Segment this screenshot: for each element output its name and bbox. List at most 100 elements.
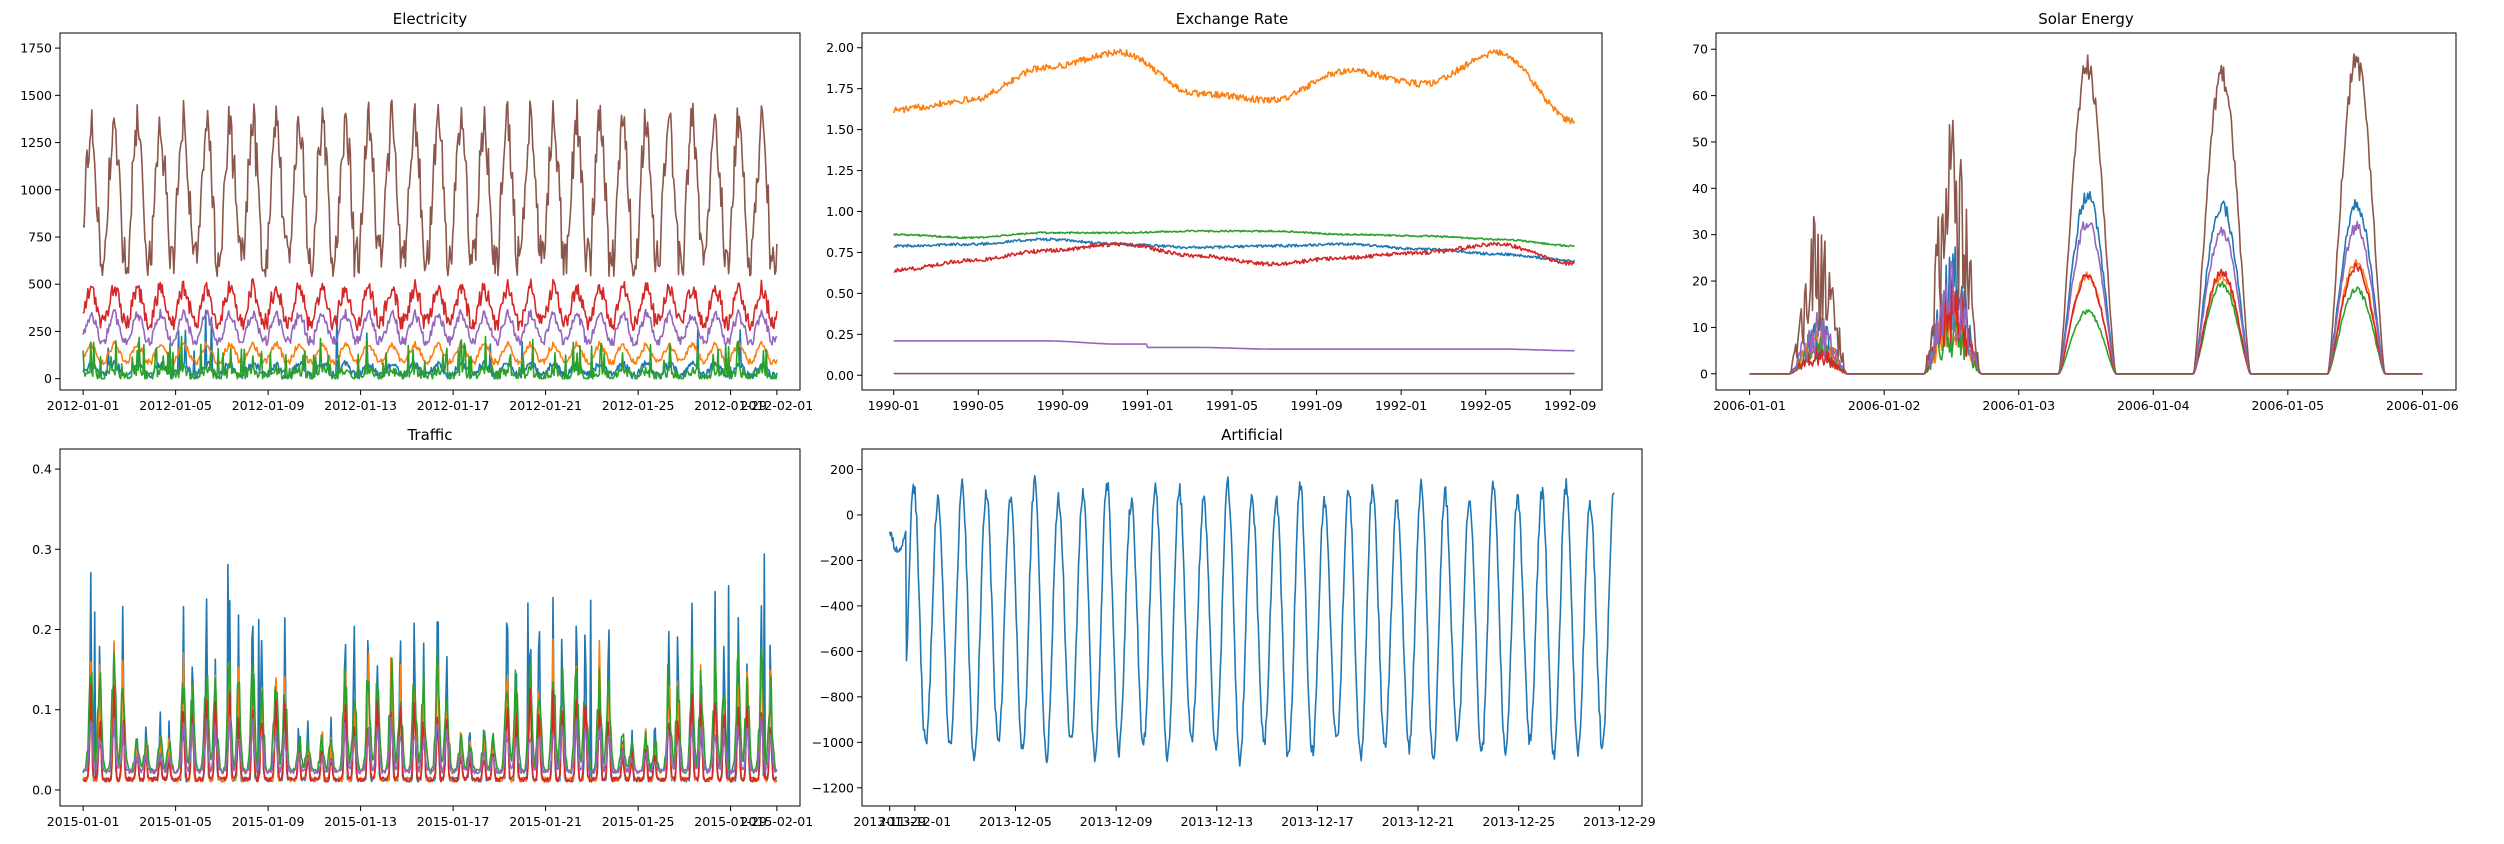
y-tick-label: 30 [1692,227,1708,242]
x-tick-label: 1992-01 [1375,398,1427,413]
y-tick-label: 0.00 [826,368,854,383]
y-tick-label: 0.1 [32,702,52,717]
x-tick-label: 2006-01-05 [2251,398,2324,413]
series-line-4 [893,340,1575,352]
subplot-2: Solar Energy 0 10 20 30 40 50 60 70 2006-01-01 200… [1692,10,2459,413]
series-line-0 [1749,190,2423,375]
x-tick-label: 2015-01-09 [232,814,305,829]
y-tick-label: 60 [1692,88,1708,103]
x-tick-label: 2006-01-03 [1982,398,2055,413]
chart-title: Exchange Rate [1176,10,1288,28]
x-tick-label: 2015-01-25 [602,814,675,829]
axes-frame [861,32,1603,391]
axes-frame [1715,32,2457,391]
series-line-2 [1749,281,2423,375]
x-tick-label: 1990-05 [952,398,1004,413]
x-tick-label: 2012-01-09 [232,398,305,413]
y-tick-label: 70 [1692,42,1708,57]
y-tick-label: −800 [820,689,854,704]
series-line-1 [1749,259,2423,375]
subplot-3: Traffic 0.0 0.1 0.2 0.3 0.4 2015-01-01 2015-01-… [32,426,813,829]
series-line-0 [893,237,1576,263]
axes-frame [861,448,1643,807]
x-tick-label: 2013-12-01 [879,814,952,829]
y-tick-label: 40 [1692,181,1708,196]
chart-title: Traffic [406,426,452,444]
series-line-5 [1749,53,2423,375]
x-tick-label: 2015-02-01 [741,814,814,829]
series-line-3 [1749,262,2423,375]
x-tick-label: 2006-01-06 [2386,398,2459,413]
chart-title: Solar Energy [2038,10,2134,28]
series-line-0 [888,474,1615,767]
chart-title: Artificial [1221,426,1283,444]
series-line-2 [893,229,1575,248]
y-tick-label: 0 [1700,366,1708,381]
subplot-0: Electricity 0 250 500 750 1000 1250 1500 1750 201… [20,10,813,413]
y-tick-label: 250 [28,324,52,339]
x-tick-label: 2012-02-01 [741,398,814,413]
x-tick-label: 2015-01-01 [47,814,120,829]
x-tick-label: 2013-12-17 [1281,814,1354,829]
y-tick-label: 1.75 [826,81,854,96]
chart-title: Electricity [393,10,468,28]
y-tick-label: 10 [1692,320,1708,335]
y-tick-label: 0.0 [32,782,52,797]
series-line-1 [892,48,1576,125]
x-tick-label: 2015-01-29 [694,814,767,829]
x-tick-label: 2006-01-04 [2117,398,2190,413]
x-tick-label: 2013-12-25 [1482,814,1555,829]
series-line-1 [82,340,778,366]
y-tick-label: −1200 [812,780,854,795]
subplot-4: Artificial 200 0 −200 −400 −600 −800 −1000 −1200… [812,426,1656,829]
y-tick-label: 0 [44,371,52,386]
series-group [82,99,778,380]
x-tick-label: 2015-01-13 [324,814,397,829]
series-line-4 [82,308,778,347]
y-tick-label: 0.3 [32,542,52,557]
y-tick-label: 0.4 [32,462,52,477]
axes-frame [59,448,801,807]
y-tick-label: 0 [846,507,854,522]
x-tick-label: 1990-09 [1037,398,1089,413]
y-tick-label: 1.00 [826,204,854,219]
y-tick-label: 500 [28,277,52,292]
x-tick-label: 1991-09 [1290,398,1342,413]
y-tick-label: 1250 [20,135,52,150]
x-tick-label: 2013-12-13 [1180,814,1253,829]
x-tick-label: 2012-01-05 [139,398,212,413]
x-tick-label: 2012-01-25 [602,398,675,413]
y-tick-label: 0.2 [32,622,52,637]
x-tick-label: 2012-01-17 [417,398,490,413]
x-tick-label: 2012-01-21 [509,398,582,413]
y-tick-label: 0.75 [826,245,854,260]
y-tick-label: 750 [28,230,52,245]
series-line-5 [82,99,778,278]
series-line-4 [82,715,777,775]
y-tick-label: 0.50 [826,286,854,301]
series-group [1749,53,2423,375]
axes-frame [59,32,801,391]
x-tick-label: 2013-12-29 [1583,814,1656,829]
y-tick-label: 50 [1692,134,1708,149]
y-tick-label: 1.50 [826,122,854,137]
y-tick-label: 1500 [20,88,52,103]
series-group [82,553,778,783]
y-tick-label: 1000 [20,182,52,197]
x-tick-label: 2015-01-21 [509,814,582,829]
x-tick-label: 1991-05 [1206,398,1258,413]
x-tick-label: 2015-01-17 [417,814,490,829]
x-tick-label: 2012-01-01 [47,398,120,413]
y-tick-label: 200 [830,462,854,477]
x-tick-label: 2015-01-05 [139,814,212,829]
subplot-1: Exchange Rate 0.00 0.25 0.50 0.75 1.00 1.25 1.5… [826,10,1603,413]
y-tick-label: −400 [820,598,854,613]
series-group [892,48,1576,375]
x-tick-label: 1992-09 [1544,398,1596,413]
y-tick-label: 2.00 [826,40,854,55]
series-line-2 [82,335,778,380]
y-tick-label: 1.25 [826,163,854,178]
x-tick-label: 2012-01-29 [694,398,767,413]
y-tick-label: −600 [820,644,854,659]
